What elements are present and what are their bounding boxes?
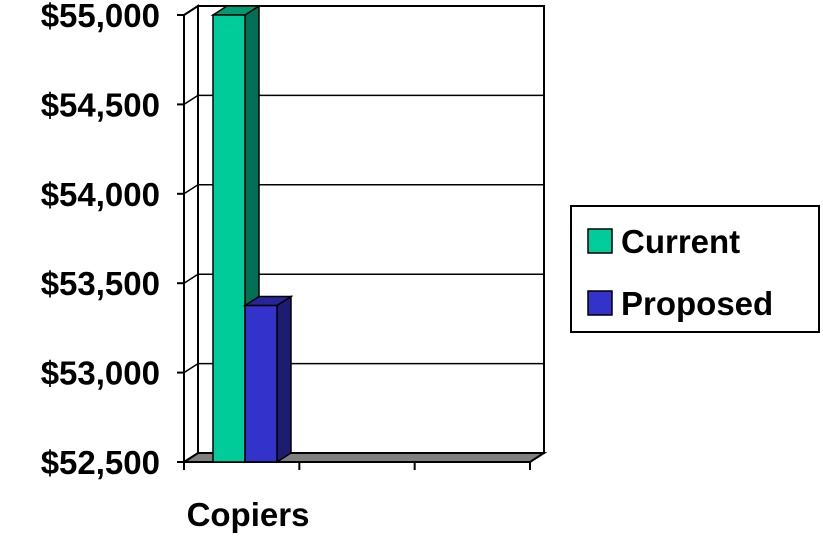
chart-side-wall — [183, 4, 199, 464]
x-axis-tick-labels: Copiers — [187, 496, 310, 533]
bar-proposed — [242, 295, 294, 464]
chart-gridlines-layer — [177, 5, 544, 470]
legend-swatch-proposed — [587, 290, 613, 316]
y-tick-label: $54,000 — [41, 176, 160, 213]
x-tick-label: Copiers — [187, 496, 310, 533]
chart-legend: Current Proposed — [570, 205, 820, 333]
y-tick-label: $53,500 — [41, 265, 160, 302]
y-gridline — [183, 5, 544, 16]
y-tick-label: $55,000 — [41, 0, 160, 34]
y-gridline — [183, 362, 544, 374]
chart-bars-layer — [210, 4, 294, 464]
legend-label-proposed: Proposed — [621, 285, 773, 322]
legend-swatch-current — [587, 228, 613, 254]
legend-label-current: Current — [621, 223, 740, 260]
y-tick-label: $54,500 — [41, 86, 160, 123]
bar-side-face — [276, 295, 292, 464]
y-gridline — [183, 94, 544, 106]
bar-front-face — [244, 304, 278, 463]
y-gridline — [183, 184, 544, 195]
y-tick-label: $53,000 — [41, 355, 160, 392]
y-gridline — [183, 273, 544, 284]
bar-front-face — [212, 14, 246, 463]
y-axis-tick-labels: $52,500 $53,000 $53,500 $54,000 $54,500 … — [41, 0, 160, 481]
y-tick-label: $52,500 — [41, 444, 160, 481]
